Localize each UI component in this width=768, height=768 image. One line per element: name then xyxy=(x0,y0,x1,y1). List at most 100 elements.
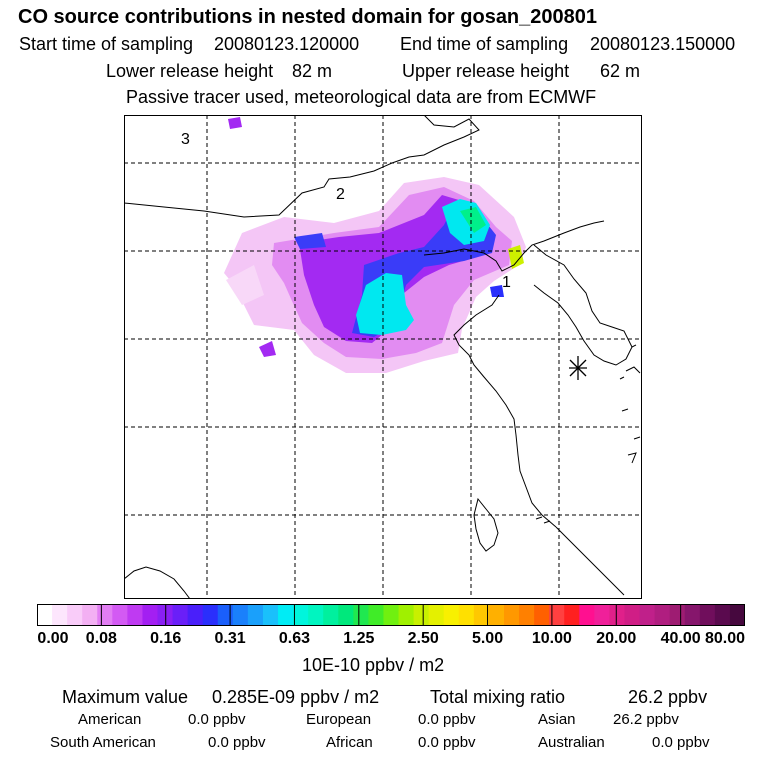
map-frame xyxy=(124,115,642,599)
colorbar-cell xyxy=(458,604,475,626)
end-time-value: 20080123.150000 xyxy=(590,34,736,54)
plume-layer xyxy=(224,117,526,373)
colorbar-cell xyxy=(142,604,159,626)
start-time-value: 20080123.120000 xyxy=(214,34,360,54)
colorbar-cell xyxy=(488,604,505,626)
colorbar-cell xyxy=(172,604,189,626)
colorbar-cell xyxy=(262,604,279,626)
total-mixing-value: 26.2 ppbv xyxy=(628,687,708,707)
colorbar-cell xyxy=(729,604,745,626)
max-value-label: Maximum value xyxy=(62,687,189,707)
colorbar-cell xyxy=(639,604,656,626)
colorbar-tick-label: 10.00 xyxy=(531,630,572,647)
colorbar-cell xyxy=(202,604,219,626)
coastline-southwest xyxy=(124,566,191,599)
colorbar-cell xyxy=(398,604,415,626)
colorbar-cell xyxy=(473,604,490,626)
region-name: South American xyxy=(50,734,156,751)
colorbar-cell xyxy=(684,604,701,626)
colorbar-cell xyxy=(503,604,520,626)
colorbar-cell xyxy=(338,604,354,626)
start-time-label: Start time of sampling xyxy=(19,34,194,54)
colorbar-cell xyxy=(699,604,716,626)
colorbar-cell xyxy=(232,604,249,626)
colorbar-cell xyxy=(368,604,385,626)
colorbar-cell xyxy=(308,604,324,626)
colorbar-tick-label: 0.63 xyxy=(278,630,311,647)
coastline-korea xyxy=(533,244,633,366)
colorbar-cell xyxy=(443,604,460,626)
colorbar-cell xyxy=(323,604,339,626)
plume-blue-west xyxy=(294,233,326,249)
region-value: 0.0 ppbv xyxy=(188,711,246,728)
grid-label-1: 1 xyxy=(502,274,511,291)
grid-label-2: 2 xyxy=(336,186,345,203)
chart-title: CO source contributions in nested domain… xyxy=(18,6,598,28)
colorbar-cell xyxy=(187,604,204,626)
region-value: 0.0 ppbv xyxy=(418,711,476,728)
colorbar-cell xyxy=(669,604,686,626)
colorbar-cell xyxy=(217,604,234,626)
colorbar-cell xyxy=(127,604,144,626)
colorbar-cell xyxy=(353,604,369,626)
max-value: 0.285E-09 ppbv / m2 xyxy=(212,687,380,707)
lower-release-value: 82 m xyxy=(292,61,333,81)
colorbar-cell xyxy=(594,604,611,626)
colorbar-cell xyxy=(383,604,400,626)
colorbar-cell xyxy=(247,604,264,626)
plume-cyan-north xyxy=(442,199,490,245)
colorbar-tick-label: 20.00 xyxy=(596,630,637,647)
region-name: American xyxy=(78,711,142,728)
colorbar-cell xyxy=(428,604,445,626)
colorbar-cell xyxy=(278,604,294,626)
colorbar-tick-label: 0.00 xyxy=(37,630,69,647)
taiwan-island xyxy=(473,497,499,552)
coastline-southeast xyxy=(555,526,625,596)
region-name: Australian xyxy=(538,734,605,751)
colorbar-cell xyxy=(112,604,128,626)
plume-spot-east xyxy=(490,285,504,297)
end-time-label: End time of sampling xyxy=(400,34,569,54)
upper-release-value: 62 m xyxy=(600,61,641,81)
japan-islands xyxy=(535,344,641,524)
colorbar-tick-label: 80.00 xyxy=(704,630,746,647)
region-name: Asian xyxy=(538,711,576,728)
colorbar-cell xyxy=(82,604,98,626)
colorbar-cell xyxy=(714,604,731,626)
colorbar-cell xyxy=(413,604,430,626)
colorbar-tick-label: 0.16 xyxy=(150,630,182,647)
plume-green xyxy=(460,207,486,233)
colorbar-cell xyxy=(609,604,626,626)
colorbar-cell xyxy=(624,604,641,626)
region-name: European xyxy=(306,711,372,728)
grid-label-3: 3 xyxy=(181,131,190,148)
receptor-marker xyxy=(569,356,587,380)
region-value: 0.0 ppbv xyxy=(652,734,710,751)
gridlines xyxy=(124,115,642,599)
colorbar-cell xyxy=(654,604,671,626)
colorbar-tick-label: 0.08 xyxy=(85,630,117,647)
lower-release-label: Lower release height xyxy=(106,61,274,81)
region-name: African xyxy=(326,734,373,751)
colorbar-cell xyxy=(293,604,309,626)
map-panel: 1 2 3 xyxy=(124,115,642,599)
upper-release-label: Upper release height xyxy=(402,61,570,81)
colorbar-tick-label: 1.25 xyxy=(343,630,375,647)
coastline-shandong xyxy=(453,294,557,528)
plume-purple-top xyxy=(228,117,242,129)
colorbar-tick-label: 2.50 xyxy=(407,630,439,647)
plume-purple-small xyxy=(259,341,276,357)
colorbar-unit: 10E-10 ppbv / m2 xyxy=(302,655,445,675)
colorbar-cell xyxy=(549,604,565,626)
plume-halo-west xyxy=(226,265,264,305)
colorbar-tick-label: 5.00 xyxy=(471,630,504,647)
tracer-note: Passive tracer used, meteorological data… xyxy=(126,87,597,107)
total-mixing-label: Total mixing ratio xyxy=(430,687,566,707)
colorbar-cell xyxy=(67,604,83,626)
plume-cyan-south xyxy=(356,273,414,335)
colorbar xyxy=(37,604,745,626)
colorbar-cell xyxy=(519,604,535,626)
colorbar-cell xyxy=(579,604,595,626)
colorbar-cell xyxy=(564,604,580,626)
colorbar-cell xyxy=(534,604,550,626)
